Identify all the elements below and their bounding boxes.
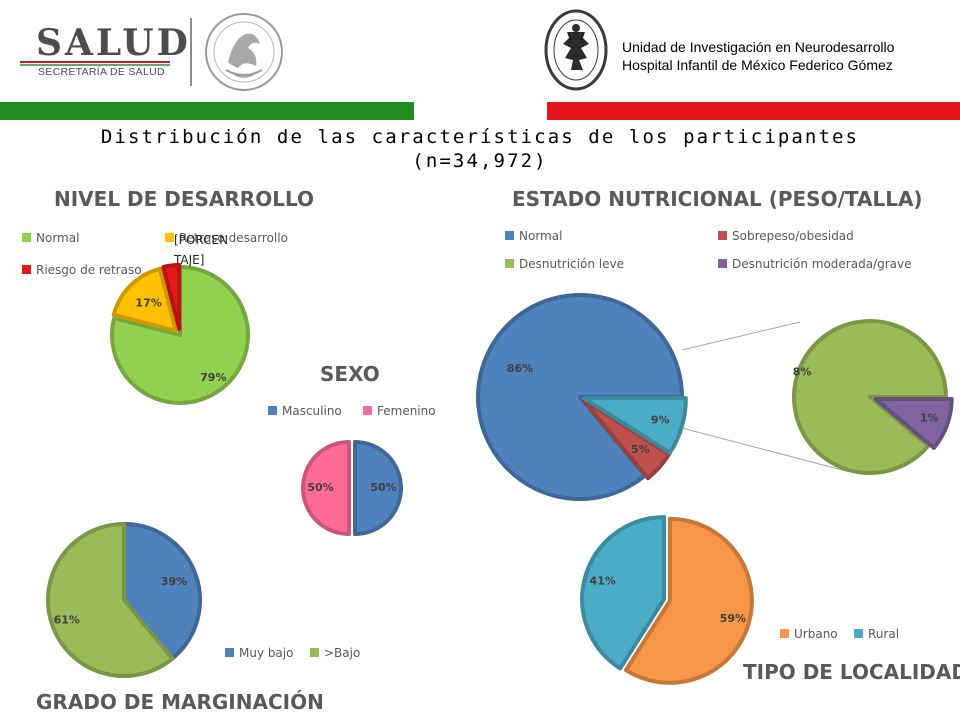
- chart-title-nivel: NIVEL DE DESARROLLO: [54, 187, 314, 211]
- legend-item-sexo-masculino: Masculino: [268, 404, 342, 418]
- pie-slice-nivel-retraso-desarrollo: [111, 266, 178, 333]
- pie-slice-nutricion-detalle-desnutricion-moderada-grave: [873, 397, 954, 450]
- legend-label: Femenino: [377, 404, 436, 418]
- legend-item-nutricion-leve: Desnutrición leve: [505, 257, 624, 271]
- mexico-coat-of-arms-icon: [205, 13, 283, 91]
- legend-label: Masculino: [282, 404, 342, 418]
- legend-item-nutricion-normal: Normal: [505, 229, 562, 243]
- legend-label: Retraso desarrollo: [179, 231, 288, 245]
- legend-item-nivel-riesgo: Riesgo de retraso: [22, 263, 142, 277]
- header-bar-red: [547, 102, 960, 120]
- legend-label: Urbano: [794, 627, 838, 641]
- pie-slice-nivel-normal: [110, 265, 250, 405]
- data-label-marginacion-bajo: 61%: [54, 614, 80, 627]
- legend-label: Riesgo de retraso: [36, 263, 142, 277]
- data-label-marginacion-muy-bajo: 39%: [161, 575, 187, 588]
- legend-label: Desnutrición leve: [519, 257, 624, 271]
- slide-title: Distribución de las características de l…: [0, 125, 960, 173]
- legend-swatch: [165, 233, 174, 242]
- legend-item-marginacion-bajo: >Bajo: [310, 646, 360, 660]
- pie-slice-nutricion-desnutricion: [581, 396, 688, 455]
- pie-slice-marginacion-bajo: [46, 522, 175, 678]
- data-label-nutricion-detalle-desnutricion-leve: 8%: [793, 365, 812, 378]
- legend-item-marginacion-muy-bajo: Muy bajo: [225, 646, 294, 660]
- pie-slice-nivel-riesgo-de-retraso: [161, 263, 182, 332]
- pie-slice-localidad-urbano: [623, 516, 754, 685]
- data-label-nutricion-sobrepeso-obesidad: 5%: [631, 443, 650, 456]
- legend-label: Normal: [519, 229, 563, 243]
- pie-slice-sexo-femenino: [301, 440, 351, 536]
- pie-slice-sexo-masculino: [353, 440, 403, 536]
- slide-title-line-1: Distribución de las características de l…: [100, 126, 860, 148]
- data-label-localidad-rural: 41%: [590, 574, 616, 587]
- institution-text: Unidad de Investigación en Neurodesarrol…: [622, 38, 894, 74]
- pie-slice-localidad-rural: [580, 515, 667, 671]
- pie-slice-nutricion-detalle-desnutricion-leve: [792, 319, 948, 475]
- legend-label: Normal: [36, 231, 80, 245]
- pie-slice-nutricion-normal: [476, 293, 684, 501]
- legend-swatch: [310, 648, 319, 657]
- legend-swatch: [363, 406, 372, 415]
- data-label-nutricion-detalle-desnutricion-moderada-grave: 1%: [920, 412, 939, 425]
- legend-swatch: [854, 629, 863, 638]
- legend-item-nivel-retraso: Retraso desarrollo: [165, 231, 288, 245]
- legend-item-sexo-femenino: Femenino: [363, 404, 436, 418]
- data-label-localidad-urbano: 59%: [720, 612, 746, 625]
- slide-title-line-2: (n=34,972): [412, 150, 548, 172]
- chart-title-marginacion: GRADO DE MARGINACIÓN: [36, 690, 324, 714]
- legend-label: Muy bajo: [239, 646, 294, 660]
- hospital-infantil-logo-icon: [544, 9, 608, 91]
- chart-title-sexo: SEXO: [320, 362, 380, 386]
- salud-logo-subtitle: SECRETARÍA DE SALUD: [38, 66, 165, 78]
- chart-title-nutricion: ESTADO NUTRICIONAL (PESO/TALLA): [512, 187, 923, 211]
- detail-connector-line-1: [681, 321, 801, 351]
- legend-swatch: [268, 406, 277, 415]
- legend-label: Desnutrición moderada/grave: [732, 257, 912, 271]
- legend-swatch: [718, 259, 727, 268]
- data-label-nivel-normal: 79%: [200, 371, 226, 384]
- legend-swatch: [505, 259, 514, 268]
- legend-swatch: [22, 265, 31, 274]
- nivel-overlay-label: [PORCEN TAJE]: [174, 233, 229, 267]
- data-label-nutricion-desnutricion: 9%: [651, 413, 670, 426]
- legend-label: >Bajo: [324, 646, 361, 660]
- legend-label: Sobrepeso/obesidad: [732, 229, 854, 243]
- legend-label: Rural: [868, 627, 900, 641]
- salud-logo-swoosh: [20, 61, 170, 66]
- header-divider: [190, 18, 192, 86]
- pie-slice-marginacion-muy-bajo: [122, 522, 202, 661]
- legend-swatch: [22, 233, 31, 242]
- legend-item-nutricion-sobrepeso: Sobrepeso/obesidad: [718, 229, 854, 243]
- institution-line-1: Unidad de Investigación en Neurodesarrol…: [622, 39, 895, 55]
- header-bar-green: [0, 102, 414, 120]
- data-label-nutricion-normal: 86%: [507, 362, 533, 375]
- data-label-sexo-femenino: 50%: [307, 481, 333, 494]
- data-label-sexo-masculino: 50%: [370, 481, 396, 494]
- legend-item-nivel-normal: Normal: [22, 231, 79, 245]
- data-label-nivel-retraso-desarrollo: 17%: [135, 297, 161, 310]
- detail-connector-line-2: [681, 427, 851, 473]
- legend-item-localidad-urbano: Urbano: [780, 627, 838, 641]
- legend-swatch: [780, 629, 789, 638]
- legend-item-nutricion-moderada: Desnutrición moderada/grave: [718, 257, 911, 271]
- institution-line-2: Hospital Infantil de México Federico Góm…: [622, 57, 893, 73]
- salud-logo-word: SALUD: [36, 22, 191, 64]
- legend-swatch: [505, 231, 514, 240]
- legend-swatch: [225, 648, 234, 657]
- chart-title-localidad: TIPO DE LOCALIDAD: [743, 660, 960, 684]
- legend-item-localidad-rural: Rural: [854, 627, 899, 641]
- legend-swatch: [718, 231, 727, 240]
